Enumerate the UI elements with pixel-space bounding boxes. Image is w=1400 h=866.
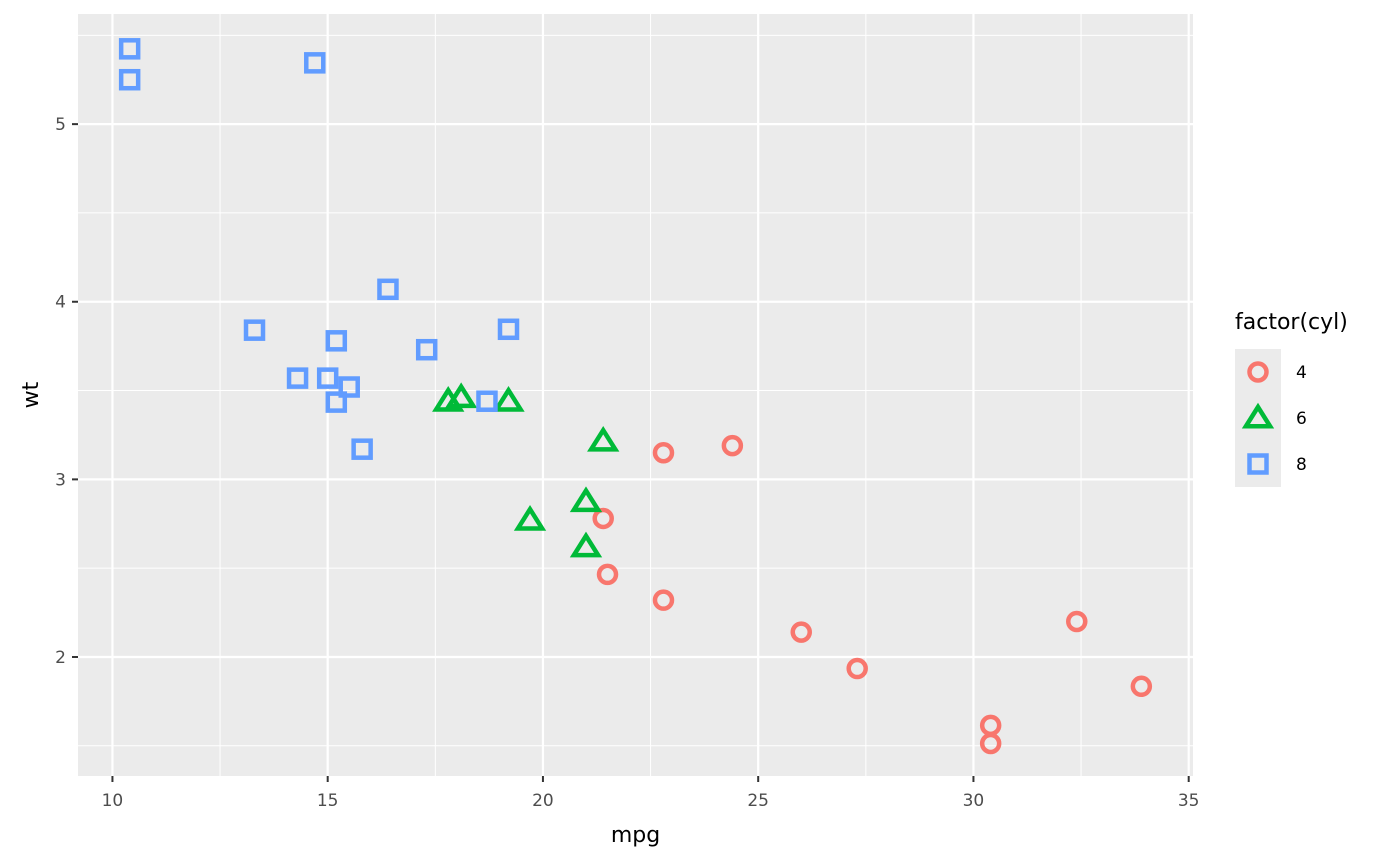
x-tick-label: 20 xyxy=(532,791,554,811)
data-point-cyl-8 xyxy=(325,391,348,413)
x-axis: 10 15 20 25 30 35 xyxy=(102,776,1200,811)
y-tick-label: 5 xyxy=(55,115,66,135)
data-point-cyl-8 xyxy=(286,367,309,389)
legend-key-6 xyxy=(1241,402,1275,429)
legend-label-8: 8 xyxy=(1296,455,1307,475)
y-tick-label: 3 xyxy=(55,470,66,490)
data-point-cyl-4 xyxy=(721,434,744,457)
data-point-cyl-6 xyxy=(569,486,603,513)
x-tick-label: 30 xyxy=(963,791,985,811)
minor-gridlines xyxy=(78,14,1193,776)
data-point-cyl-8 xyxy=(377,278,399,301)
x-tick-label: 15 xyxy=(317,791,339,811)
legend-label-4: 4 xyxy=(1296,363,1307,383)
data-point-cyl-8 xyxy=(118,68,141,91)
data-point-cyl-8 xyxy=(243,319,266,341)
data-point-cyl-4 xyxy=(592,507,614,530)
legend-key-background xyxy=(1235,349,1281,487)
data-point-cyl-4 xyxy=(652,441,675,464)
data-point-cyl-4 xyxy=(1066,610,1088,633)
x-tick-label: 35 xyxy=(1178,791,1200,811)
data-point-cyl-8 xyxy=(316,367,339,389)
data-point-cyl-4 xyxy=(790,621,812,643)
x-tick-label: 25 xyxy=(747,791,769,811)
data-point-cyl-8 xyxy=(497,318,520,341)
data-point-cyl-6 xyxy=(569,531,603,558)
legend-key-4 xyxy=(1247,361,1269,383)
data-point-cyl-8 xyxy=(338,376,360,398)
data-point-cyl-4 xyxy=(652,589,675,611)
data-point-cyl-4 xyxy=(1130,675,1153,698)
y-tick-label: 4 xyxy=(55,293,66,313)
x-axis-title: mpg xyxy=(611,823,660,848)
data-point-cyl-4 xyxy=(596,563,619,586)
legend-label-6: 6 xyxy=(1296,409,1307,429)
plot-panel xyxy=(78,14,1193,776)
y-tick-label: 2 xyxy=(55,648,66,668)
data-point-cyl-6 xyxy=(492,385,525,412)
data-point-cyl-6 xyxy=(587,425,620,452)
data-point-cyl-8 xyxy=(415,338,438,361)
major-gridlines xyxy=(78,14,1193,776)
legend: factor(cyl) 4 6 8 xyxy=(1235,310,1348,487)
data-point-cyl-6 xyxy=(444,382,478,409)
data-point-cyl-6 xyxy=(432,385,465,412)
legend-title: factor(cyl) xyxy=(1235,310,1348,335)
legend-key-8 xyxy=(1247,453,1269,475)
x-tick-label: 10 xyxy=(102,791,124,811)
data-point-cyl-8 xyxy=(351,438,373,460)
data-point-cyl-4 xyxy=(846,657,868,680)
y-axis: 2 3 4 5 xyxy=(55,115,78,668)
data-point-cyl-8 xyxy=(476,390,498,412)
data-point-cyl-8 xyxy=(325,330,348,352)
data-point-cyl-8 xyxy=(304,52,326,74)
data-point-cyl-8 xyxy=(118,38,141,60)
y-axis-title: wt xyxy=(19,381,44,408)
data-point-cyl-6 xyxy=(513,504,547,531)
data-points xyxy=(118,38,1153,755)
data-point-cyl-4 xyxy=(979,732,1002,755)
